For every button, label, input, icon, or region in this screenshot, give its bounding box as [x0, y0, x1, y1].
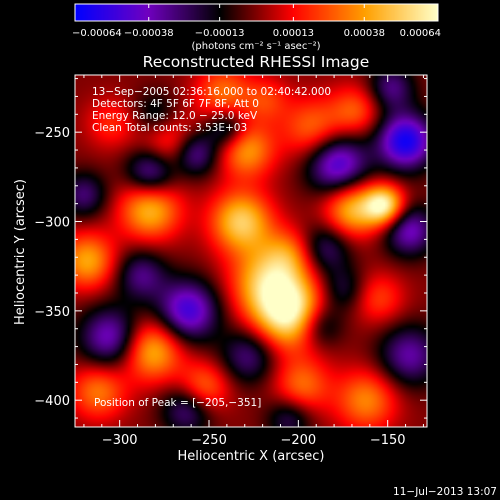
- colorbar-tick-label: 0.00038: [344, 28, 385, 39]
- y-tick-label: −350: [34, 305, 70, 320]
- colorbar-gradient: [75, 4, 438, 21]
- y-tick-label: −300: [34, 216, 70, 231]
- chart-title: Reconstructed RHESSI Image: [143, 53, 370, 71]
- heatmap-image: [75, 75, 427, 427]
- plot-area: −300 −250 −200 −150 −250 −300 −350 −400: [34, 74, 428, 448]
- x-tick-label: −150: [370, 433, 406, 448]
- axis-tick-labels: −300 −250 −200 −150 −250 −300 −350 −400: [34, 126, 405, 448]
- x-tick-label: −250: [191, 433, 227, 448]
- plot-frame: [74, 74, 428, 428]
- colorbar-tick-label: −0.00038: [124, 28, 174, 39]
- footer-timestamp: 11−Jul−2013 13:07: [393, 486, 497, 498]
- colorbar: −0.00064 −0.00038 −0.00013 0.00013 0.00038 0.…: [72, 3, 441, 52]
- y-tick-label: −400: [34, 394, 70, 409]
- info-line-energy: Energy Range: 12.0 − 25.0 keV: [92, 110, 258, 122]
- info-line-clean: Clean Total counts: 3.53E+03: [92, 122, 247, 134]
- x-tick-label: −300: [102, 433, 138, 448]
- y-axis-title: Heliocentric Y (arcsec): [13, 179, 28, 325]
- x-axis-title: Heliocentric X (arcsec): [178, 449, 325, 464]
- colorbar-tick-label: 0.00013: [273, 28, 314, 39]
- x-tick-label: −200: [280, 433, 316, 448]
- y-tick-label: −250: [34, 126, 70, 141]
- colorbar-ticks: −0.00064 −0.00038 −0.00013 0.00013 0.00038 0.…: [72, 4, 441, 39]
- info-block: 13−Sep−2005 02:36:16.000 to 02:40:42.000…: [92, 86, 331, 409]
- colorbar-tick-label: −0.00064: [72, 28, 122, 39]
- colorbar-frame: [74, 3, 439, 22]
- axis-ticks: [75, 75, 427, 427]
- peak-position-label: Position of Peak = [−205,−351]: [94, 397, 261, 409]
- colorbar-tick-label: −0.00013: [195, 28, 245, 39]
- info-line-detectors: Detectors: 4F 5F 6F 7F 8F, Att 0: [92, 98, 259, 110]
- colorbar-tick-label: 0.00064: [400, 28, 441, 39]
- info-line-time: 13−Sep−2005 02:36:16.000 to 02:40:42.000: [92, 86, 331, 98]
- colorbar-units: (photons cm⁻² s⁻¹ asec⁻²): [191, 41, 320, 52]
